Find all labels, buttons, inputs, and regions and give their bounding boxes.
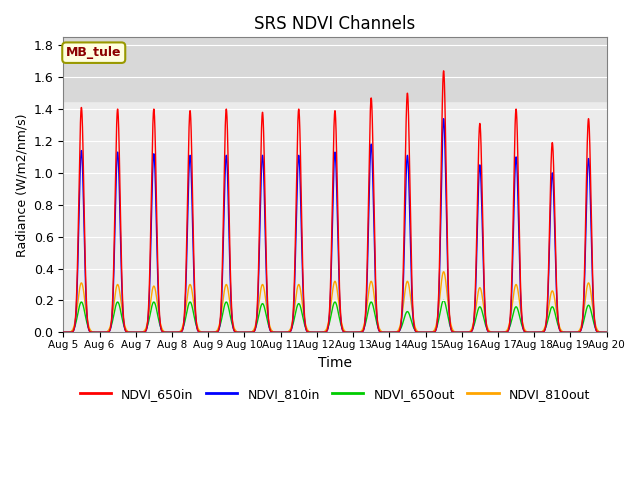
NDVI_650out <box>603 329 611 335</box>
NDVI_810in <box>263 283 271 289</box>
NDVI_650out <box>60 329 67 335</box>
NDVI_810in <box>175 329 183 335</box>
NDVI_650out <box>170 329 178 335</box>
NDVI_650out <box>601 329 609 335</box>
Bar <box>63 37 607 101</box>
Line: NDVI_810in: NDVI_810in <box>63 119 607 332</box>
NDVI_810in <box>60 329 67 335</box>
NDVI_810out <box>487 329 495 335</box>
NDVI_650out <box>440 298 447 303</box>
NDVI_810out <box>60 329 67 335</box>
NDVI_650in <box>263 272 271 278</box>
NDVI_810out <box>410 319 418 324</box>
NDVI_810in <box>440 116 447 121</box>
NDVI_810in <box>487 329 495 335</box>
NDVI_650out <box>487 329 495 335</box>
NDVI_650in <box>60 329 67 335</box>
NDVI_810in <box>170 329 178 335</box>
NDVI_650out <box>175 329 183 335</box>
NDVI_810in <box>603 329 611 335</box>
NDVI_650in <box>487 329 495 335</box>
Title: SRS NDVI Channels: SRS NDVI Channels <box>254 15 415 33</box>
Text: MB_tule: MB_tule <box>66 46 122 59</box>
NDVI_810out <box>601 329 609 335</box>
NDVI_810out <box>263 305 271 311</box>
NDVI_650in <box>603 329 611 335</box>
Line: NDVI_810out: NDVI_810out <box>63 272 607 332</box>
NDVI_650in <box>440 68 447 74</box>
NDVI_650in <box>601 329 609 335</box>
NDVI_810out <box>170 329 178 335</box>
NDVI_650in <box>175 329 183 335</box>
Line: NDVI_650in: NDVI_650in <box>63 71 607 332</box>
NDVI_810out <box>175 329 183 335</box>
NDVI_650in <box>410 320 418 325</box>
Y-axis label: Radiance (W/m2/nm/s): Radiance (W/m2/nm/s) <box>15 113 28 257</box>
Line: NDVI_650out: NDVI_650out <box>63 300 607 332</box>
NDVI_810in <box>410 322 418 328</box>
NDVI_650out <box>263 314 271 320</box>
X-axis label: Time: Time <box>318 356 352 370</box>
NDVI_810out <box>440 269 447 275</box>
NDVI_650out <box>410 325 418 331</box>
NDVI_650in <box>170 329 178 335</box>
Legend: NDVI_650in, NDVI_810in, NDVI_650out, NDVI_810out: NDVI_650in, NDVI_810in, NDVI_650out, NDV… <box>75 383 595 406</box>
NDVI_810out <box>603 329 611 335</box>
NDVI_810in <box>601 329 609 335</box>
